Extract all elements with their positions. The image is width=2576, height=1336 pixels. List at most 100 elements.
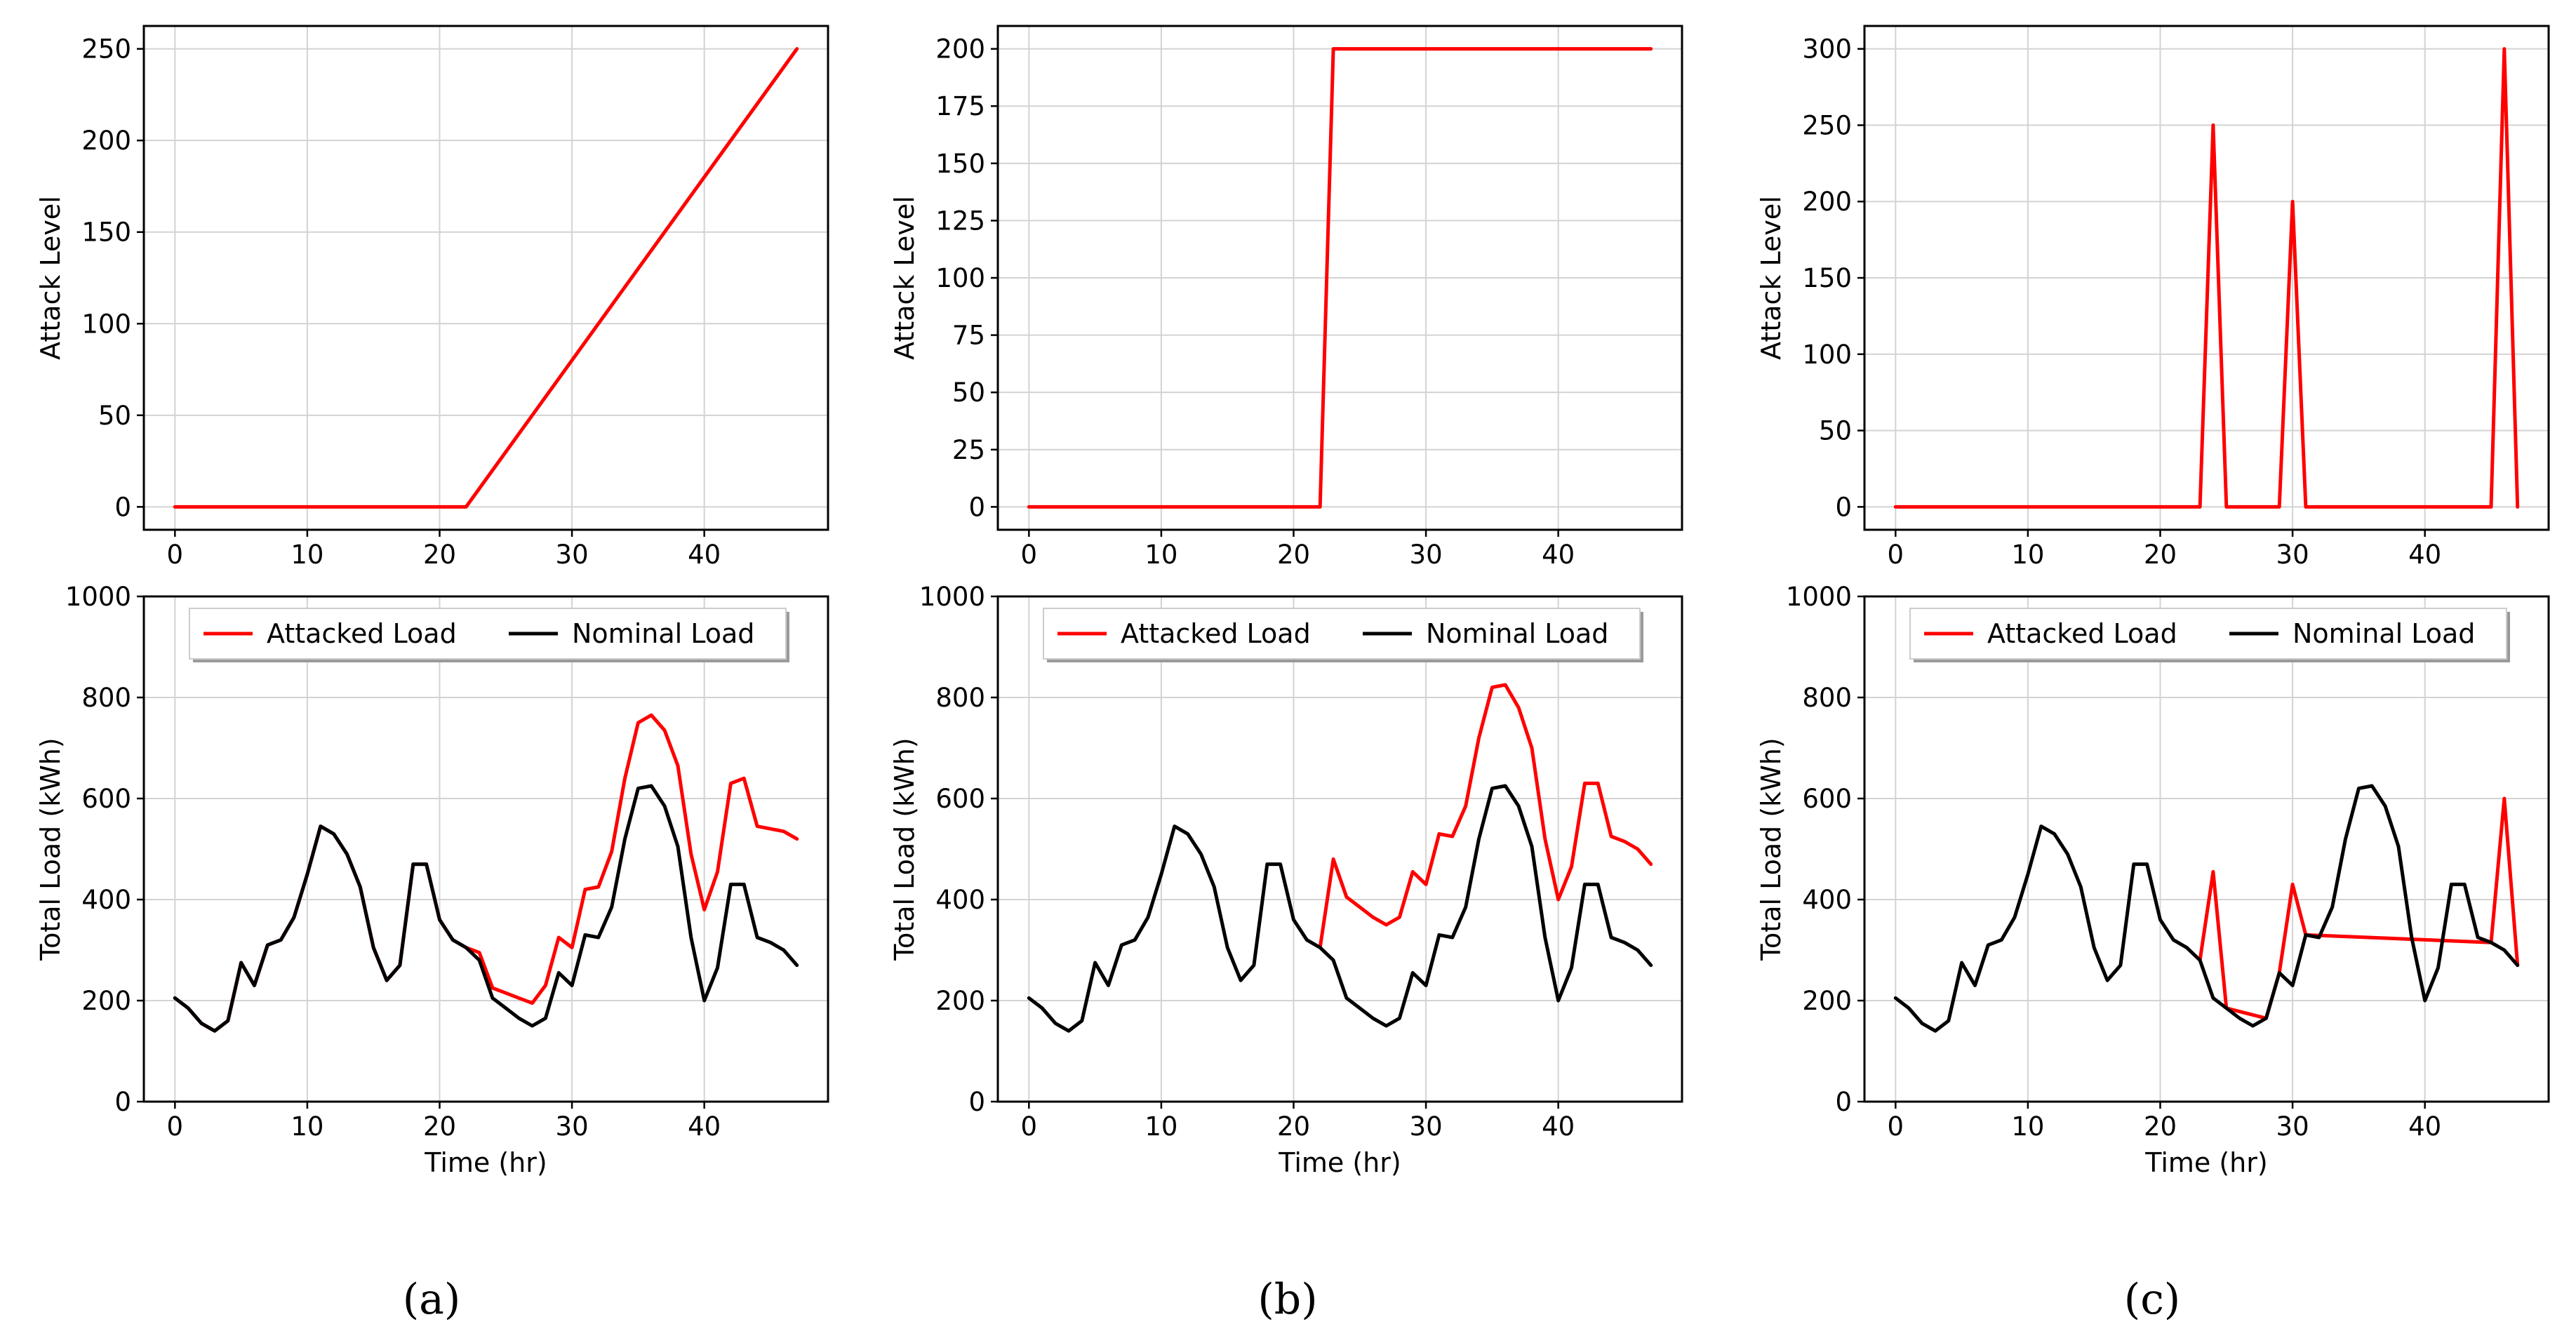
x-tick-label: 10 [1144,1111,1177,1142]
plot-frame [142,595,829,1103]
x-tick-label: 20 [2144,540,2177,570]
series-line-attack-level [173,47,799,509]
y-tick-label: 250 [81,34,131,65]
y-tick-label: 0 [968,492,985,522]
y-tick-label: 800 [1802,683,1852,713]
y-tick-label: 0 [114,492,131,522]
x-tick-label: 30 [1410,1111,1443,1142]
y-tick-label: 1000 [919,582,985,612]
y-tick-label: 100 [1802,340,1852,370]
y-tick-label: 0 [968,1087,985,1117]
y-axis-label: Total Load (kWh) [35,737,66,961]
x-tick-label: 0 [167,1111,184,1142]
x-tick-label: 20 [423,1111,456,1142]
x-tick-label: 40 [688,540,721,570]
x-tick-label: 20 [1277,1111,1310,1142]
y-axis-label: Attack Level [35,196,66,360]
y-tick-label: 75 [952,321,985,351]
y-tick-label: 200 [1802,187,1852,217]
x-tick-label: 40 [688,1111,721,1142]
x-tick-label: 40 [2408,540,2441,570]
series-line-nominal-load [1893,784,2520,1033]
legend: Attacked Load Nominal Load [1043,608,1643,662]
x-tick-label: 10 [1144,540,1177,570]
legend-label: Nominal Load [1426,618,1608,649]
x-tick-label: 10 [291,1111,323,1142]
y-axis-label: Total Load (kWh) [1756,737,1787,961]
legend-label: Attacked Load [267,618,457,649]
y-tick-label: 600 [81,784,131,814]
y-tick-label: 600 [935,784,985,814]
chart-c-top: 0 10 20 30 40 0 50 100 150 200 250 300 Attack Level [1756,25,2550,570]
series-line-attacked-load [1318,683,1653,949]
x-tick-label: 40 [1542,1111,1575,1142]
x-tick-label: 0 [1888,1111,1904,1142]
x-axis-label: Time (hr) [424,1147,547,1178]
series-line-nominal-load [173,784,799,1033]
y-tick-label: 200 [81,126,131,156]
x-tick-label: 0 [167,540,184,570]
x-tick-label: 30 [2276,540,2309,570]
legend-box [189,608,787,660]
legend-label: Attacked Load [1987,618,2177,649]
chart-b-top: 0 10 20 30 40 0 25 50 75 100 125 150 175 200 Attack Le… [889,25,1683,570]
y-axis-label: Total Load (kWh) [889,737,920,961]
y-tick-label: 800 [81,683,131,713]
series-line-nominal-load [1027,784,1653,1033]
series-line-attack-level [1893,47,2520,509]
y-tick-label: 50 [1819,416,1852,446]
x-tick-label: 0 [1021,1111,1038,1142]
y-tick-label: 150 [81,218,131,248]
y-tick-label: 125 [935,206,985,236]
y-tick-label: 0 [1835,492,1852,522]
y-tick-label: 50 [98,401,131,431]
x-tick-label: 20 [423,540,456,570]
panel-label: (b) [1257,1275,1317,1324]
y-axis-label: Attack Level [889,196,920,360]
plot-frame [1863,595,2550,1103]
y-tick-label: 600 [1802,784,1852,814]
y-tick-label: 250 [1802,110,1852,140]
legend: Attacked Load Nominal Load [189,608,789,662]
y-tick-label: 800 [935,683,985,713]
x-tick-label: 10 [2011,540,2044,570]
x-tick-label: 0 [1888,540,1904,570]
y-tick-label: 200 [1802,986,1852,1016]
y-tick-label: 150 [1802,263,1852,293]
series-line-attacked-load [2198,796,2520,1020]
x-tick-label: 40 [2408,1111,2441,1142]
y-tick-label: 0 [1835,1087,1852,1117]
x-tick-label: 40 [1542,540,1575,570]
y-tick-label: 175 [935,91,985,121]
x-tick-label: 20 [2144,1111,2177,1142]
series-line-attack-level [1027,47,1653,509]
y-tick-label: 300 [1802,34,1852,65]
y-axis-label: Attack Level [1756,196,1787,360]
chart-a-top: 0 10 20 30 40 0 50 100 150 200 250 Attack Level [35,25,829,570]
y-tick-label: 400 [81,885,131,915]
x-tick-label: 30 [556,540,589,570]
legend-label: Nominal Load [572,618,754,649]
x-tick-label: 30 [1410,540,1443,570]
y-tick-label: 400 [935,885,985,915]
panel-label: (a) [403,1275,461,1324]
y-tick-label: 1000 [65,582,131,612]
legend-label: Nominal Load [2293,618,2475,649]
legend: Attacked Load Nominal Load [1909,608,2510,662]
legend-box [1043,608,1641,660]
y-tick-label: 400 [1802,885,1852,915]
x-tick-label: 0 [1021,540,1038,570]
x-tick-label: 30 [2276,1111,2309,1142]
y-tick-label: 50 [952,378,985,408]
plot-frame [996,595,1683,1103]
y-tick-label: 25 [952,435,985,465]
y-tick-label: 200 [81,986,131,1016]
plot-frame [142,25,829,531]
x-tick-label: 10 [2011,1111,2044,1142]
y-tick-label: 200 [935,986,985,1016]
legend-box [1909,608,2507,660]
